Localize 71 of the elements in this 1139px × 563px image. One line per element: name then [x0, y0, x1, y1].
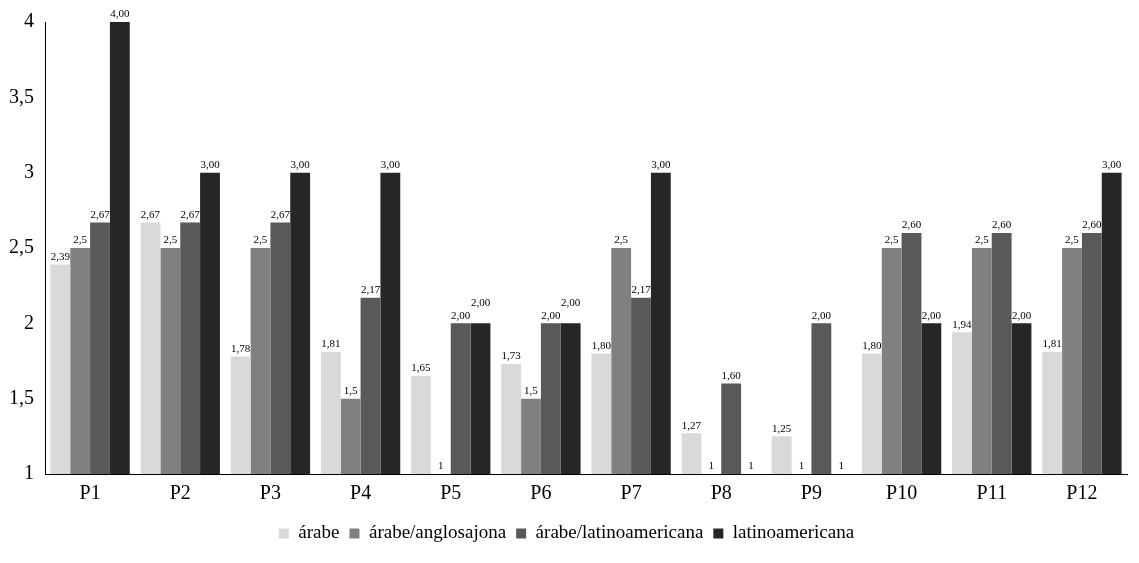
x-tick-label: P11	[976, 481, 1007, 504]
data-label: 2,5	[253, 233, 268, 246]
data-label: 3,00	[200, 158, 221, 171]
x-tick-label: P8	[710, 481, 732, 504]
x-tick-label: P9	[800, 481, 822, 504]
data-label: 3,00	[290, 158, 311, 171]
legend-label: árabe	[298, 521, 340, 543]
data-label: 1	[438, 459, 444, 472]
data-label: 2,60	[1082, 218, 1102, 231]
x-tick-label: P2	[169, 481, 191, 504]
data-label: 1,78	[231, 341, 251, 354]
data-label: 3,00	[651, 158, 671, 171]
x-tick-label: P7	[620, 481, 642, 504]
data-label: 2,00	[470, 295, 491, 308]
data-label: 1	[838, 459, 844, 472]
data-label: 2,67	[270, 207, 291, 220]
data-label: 1	[748, 459, 754, 472]
data-label: 4,00	[110, 7, 130, 20]
data-label: 2,5	[614, 233, 629, 246]
data-label: 2,00	[541, 308, 561, 321]
x-tick-label: P5	[440, 481, 462, 504]
data-label: 2,67	[180, 207, 201, 220]
data-label: 1,80	[591, 338, 612, 351]
y-tick-label: 2	[24, 310, 34, 333]
x-tick-label: P10	[886, 481, 918, 504]
data-label: 2,00	[561, 295, 581, 308]
x-tick-label: P6	[530, 481, 552, 504]
x-tick-label: P3	[259, 481, 281, 504]
data-label: 1,27	[681, 418, 702, 431]
data-label: 1,80	[862, 338, 882, 351]
data-label: 2,00	[1011, 308, 1032, 321]
y-tick-label: 3,5	[9, 84, 34, 107]
y-tick-label: 1	[24, 461, 34, 484]
data-label: 2,67	[90, 207, 111, 220]
data-label: 2,5	[73, 233, 88, 246]
data-label: 2,5	[884, 233, 900, 246]
data-label: 2,39	[50, 249, 71, 262]
data-label: 2,17	[631, 283, 652, 296]
y-tick-label: 4	[24, 9, 34, 32]
data-label: 1,60	[721, 368, 742, 381]
data-label: 1	[708, 459, 715, 472]
legend-label: árabe/anglosajona	[368, 521, 507, 543]
data-label: 1,81	[321, 337, 341, 350]
data-label: 1,81	[1042, 337, 1062, 350]
data-label: 1,5	[343, 384, 359, 397]
data-label: 2,60	[901, 218, 922, 231]
x-tick-label: P1	[79, 481, 101, 504]
data-label: 1,65	[411, 361, 432, 374]
data-label: 3,00	[380, 158, 401, 171]
y-tick-label: 2,5	[9, 235, 34, 258]
data-label: 2,17	[360, 283, 381, 296]
data-label: 2,67	[140, 207, 161, 220]
data-label: 1,5	[524, 384, 539, 397]
x-tick-label: P4	[350, 481, 372, 504]
x-tick-label: P12	[1066, 481, 1098, 504]
data-label: 1	[798, 459, 805, 472]
y-tick-label: 3	[24, 159, 34, 182]
data-label: 2,60	[992, 218, 1012, 231]
data-label: 2,5	[1065, 233, 1080, 246]
legend-label: árabe/latinoamericana	[535, 521, 704, 543]
data-label: 1,73	[501, 349, 522, 362]
data-label: 1,94	[952, 317, 973, 330]
data-label: 2,00	[811, 308, 832, 321]
data-label: 3,00	[1102, 158, 1122, 171]
data-label: 1,25	[772, 421, 792, 434]
data-label: 2,00	[921, 308, 942, 321]
data-label: 2,00	[451, 308, 471, 321]
y-tick-label: 1,5	[9, 385, 34, 408]
data-label: 2,5	[163, 233, 178, 246]
legend-label: latinoamericana	[732, 521, 855, 543]
data-label: 2,5	[974, 233, 990, 246]
